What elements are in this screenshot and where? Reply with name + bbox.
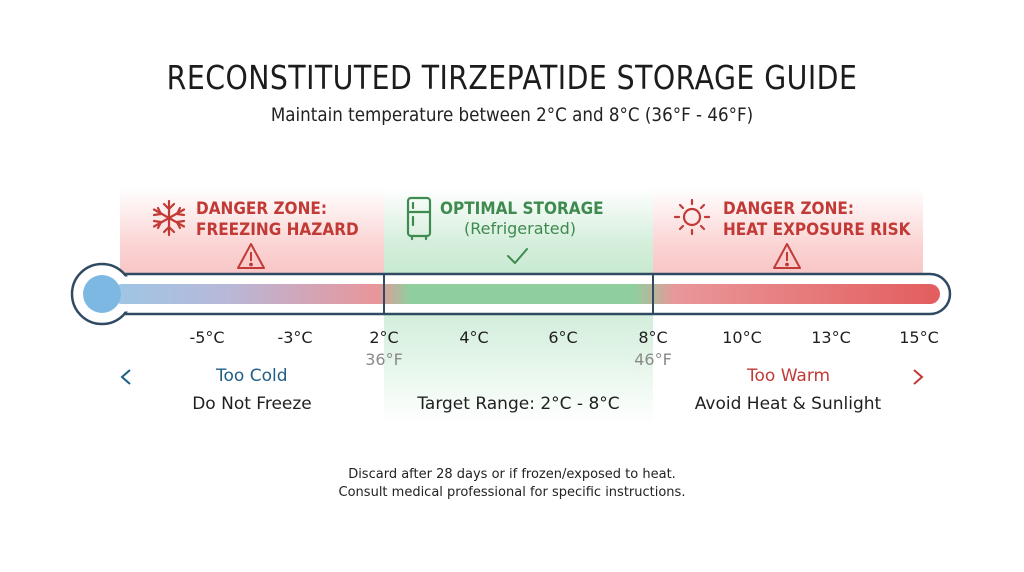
too-cold-label: Too Cold — [210, 366, 294, 386]
optimal-zone-heading: OPTIMAL STORAGE — [440, 199, 604, 219]
optimal-zone-subtitle: (Refrigerated) — [464, 219, 577, 238]
too-warm-label: Too Warm — [741, 366, 837, 386]
tick-label-celsius: 10°C — [722, 328, 762, 347]
tick-label-celsius: 6°C — [548, 328, 578, 347]
fahrenheit-label-low: 36°F — [365, 350, 403, 369]
heat-zone-subtitle: HEAT EXPOSURE RISK — [723, 220, 911, 240]
cold-note: Do Not Freeze — [192, 394, 312, 414]
footer-line-2: Consult medical professional for specifi… — [338, 485, 686, 500]
refrigerator-icon — [406, 196, 432, 241]
tick-label-celsius: 4°C — [459, 328, 489, 347]
page-subtitle: Maintain temperature between 2°C and 8°C… — [270, 104, 754, 126]
heat-zone-title: DANGER ZONE: — [723, 199, 854, 219]
heat-note: Avoid Heat & Sunlight — [694, 394, 882, 414]
tick-label-celsius: -5°C — [189, 328, 225, 347]
warning-icon — [237, 243, 265, 269]
warning-icon — [773, 243, 801, 269]
snowflake-icon — [152, 199, 186, 237]
footer-line-1: Discard after 28 days or if frozen/expos… — [348, 467, 676, 482]
tick-label-celsius: 13°C — [811, 328, 851, 347]
cold-zone-title: DANGER ZONE: — [196, 199, 327, 219]
thermometer-tube — [70, 262, 952, 326]
fahrenheit-label-high: 46°F — [634, 350, 672, 369]
tick-label-celsius: 8°C — [638, 328, 668, 347]
cold-zone-heading: DANGER ZONE: FREEZING HAZARD — [196, 199, 359, 241]
optimal-note: Target Range: 2°C - 8°C — [417, 394, 620, 414]
tick-label-celsius: -3°C — [277, 328, 313, 347]
tick-label-celsius: 15°C — [899, 328, 939, 347]
sun-icon — [673, 198, 711, 236]
checkmark-icon — [507, 248, 528, 264]
cold-zone-subtitle: FREEZING HAZARD — [196, 220, 359, 240]
heat-zone-heading: DANGER ZONE: HEAT EXPOSURE RISK — [723, 199, 910, 241]
tick-label-celsius: 2°C — [369, 328, 399, 347]
page-title: RECONSTITUTED TIRZEPATIDE STORAGE GUIDE — [166, 58, 858, 97]
